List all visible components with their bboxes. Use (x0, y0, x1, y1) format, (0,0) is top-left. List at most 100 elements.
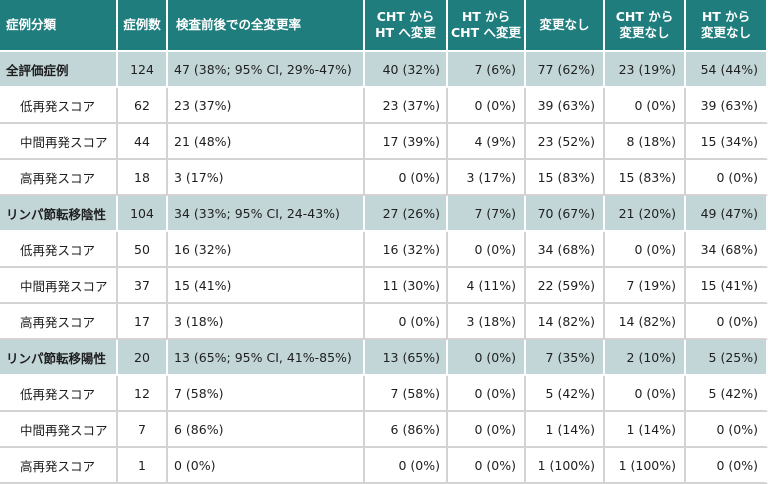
cell-case-count: 17 (118, 304, 168, 340)
cell-category: 低再発スコア (0, 232, 118, 268)
header-ht-to-cht: HT から CHT へ変更 (448, 0, 526, 52)
cell-cht-to-ht: 40 (32%) (365, 52, 448, 88)
header-cht-no-change: CHT から 変更なし (605, 0, 686, 52)
cell-cht-no-change: 1 (14%) (605, 412, 686, 448)
cell-cht-to-ht: 7 (58%) (365, 376, 448, 412)
table-row: 低再発スコア 12 7 (58%) 7 (58%) 0 (0%) 5 (42%) 0 (0%… (0, 376, 768, 412)
cell-case-count: 1 (118, 448, 168, 484)
cell-cht-no-change: 1 (100%) (605, 448, 686, 484)
cell-case-count: 37 (118, 268, 168, 304)
cell-cht-to-ht: 11 (30%) (365, 268, 448, 304)
cell-cht-to-ht: 27 (26%) (365, 196, 448, 232)
table-group-row: リンパ節転移陽性 20 13 (65%; 95% CI, 41%-85%) 13 (6… (0, 340, 768, 376)
cell-no-change: 70 (67%) (526, 196, 605, 232)
cell-cht-to-ht: 23 (37%) (365, 88, 448, 124)
cell-ht-no-change: 15 (41%) (686, 268, 768, 304)
cell-ht-to-cht: 7 (6%) (448, 52, 526, 88)
cell-no-change: 1 (100%) (526, 448, 605, 484)
table-group-row: 全評価症例 124 47 (38%; 95% CI, 29%-47%) 40 (32%… (0, 52, 768, 88)
cell-total-change-rate: 16 (32%) (168, 232, 365, 268)
cell-case-count: 124 (118, 52, 168, 88)
cell-cht-no-change: 15 (83%) (605, 160, 686, 196)
cell-no-change: 23 (52%) (526, 124, 605, 160)
cell-cht-to-ht: 13 (65%) (365, 340, 448, 376)
cell-ht-to-cht: 0 (0%) (448, 448, 526, 484)
cell-cht-to-ht: 6 (86%) (365, 412, 448, 448)
cell-category: 低再発スコア (0, 376, 118, 412)
cell-ht-no-change: 0 (0%) (686, 448, 768, 484)
table-row: 高再発スコア 17 3 (18%) 0 (0%) 3 (18%) 14 (82%) 14 (… (0, 304, 768, 340)
cell-cht-to-ht: 0 (0%) (365, 448, 448, 484)
header-row: 症例分類 症例数 検査前後での全変更率 CHT から HT へ変更 HT から CH… (0, 0, 768, 52)
cell-category: リンパ節転移陰性 (0, 196, 118, 232)
cell-cht-no-change: 2 (10%) (605, 340, 686, 376)
cell-no-change: 14 (82%) (526, 304, 605, 340)
cell-category: 高再発スコア (0, 160, 118, 196)
cell-ht-no-change: 5 (25%) (686, 340, 768, 376)
cell-total-change-rate: 13 (65%; 95% CI, 41%-85%) (168, 340, 365, 376)
cell-category: 低再発スコア (0, 88, 118, 124)
cell-case-count: 18 (118, 160, 168, 196)
cell-total-change-rate: 7 (58%) (168, 376, 365, 412)
table-row: 低再発スコア 62 23 (37%) 23 (37%) 0 (0%) 39 (63%) 0 … (0, 88, 768, 124)
header-total-change-rate: 検査前後での全変更率 (168, 0, 365, 52)
cell-ht-no-change: 39 (63%) (686, 88, 768, 124)
cell-cht-no-change: 21 (20%) (605, 196, 686, 232)
table-row: 高再発スコア 18 3 (17%) 0 (0%) 3 (17%) 15 (83%) 15 (… (0, 160, 768, 196)
cell-total-change-rate: 0 (0%) (168, 448, 365, 484)
cell-no-change: 7 (35%) (526, 340, 605, 376)
cell-ht-no-change: 49 (47%) (686, 196, 768, 232)
cell-category: 高再発スコア (0, 304, 118, 340)
cell-cht-no-change: 14 (82%) (605, 304, 686, 340)
cell-cht-no-change: 0 (0%) (605, 232, 686, 268)
header-category: 症例分類 (0, 0, 118, 52)
cell-no-change: 77 (62%) (526, 52, 605, 88)
header-cht-to-ht: CHT から HT へ変更 (365, 0, 448, 52)
cell-total-change-rate: 15 (41%) (168, 268, 365, 304)
cell-total-change-rate: 6 (86%) (168, 412, 365, 448)
cell-category: 高再発スコア (0, 448, 118, 484)
header-ht-no-change: HT から 変更なし (686, 0, 768, 52)
cell-ht-to-cht: 0 (0%) (448, 376, 526, 412)
cell-ht-to-cht: 0 (0%) (448, 340, 526, 376)
table-row: 中間再発スコア 37 15 (41%) 11 (30%) 4 (11%) 22 (59%)… (0, 268, 768, 304)
cell-case-count: 62 (118, 88, 168, 124)
cell-ht-to-cht: 3 (18%) (448, 304, 526, 340)
table-row: 高再発スコア 1 0 (0%) 0 (0%) 0 (0%) 1 (100%) 1 (100%… (0, 448, 768, 484)
cell-category: 中間再発スコア (0, 412, 118, 448)
cell-ht-no-change: 0 (0%) (686, 160, 768, 196)
cell-category: 中間再発スコア (0, 268, 118, 304)
cell-category: 全評価症例 (0, 52, 118, 88)
table-row: 中間再発スコア 7 6 (86%) 6 (86%) 0 (0%) 1 (14%) 1 (14… (0, 412, 768, 448)
cell-cht-to-ht: 17 (39%) (365, 124, 448, 160)
cell-total-change-rate: 23 (37%) (168, 88, 365, 124)
cell-cht-to-ht: 16 (32%) (365, 232, 448, 268)
cell-category: 中間再発スコア (0, 124, 118, 160)
table-body: 全評価症例 124 47 (38%; 95% CI, 29%-47%) 40 (32%… (0, 52, 768, 484)
cell-ht-to-cht: 3 (17%) (448, 160, 526, 196)
cell-ht-no-change: 54 (44%) (686, 52, 768, 88)
cell-ht-to-cht: 0 (0%) (448, 232, 526, 268)
cell-no-change: 15 (83%) (526, 160, 605, 196)
cell-no-change: 22 (59%) (526, 268, 605, 304)
cell-cht-no-change: 7 (19%) (605, 268, 686, 304)
cell-cht-to-ht: 0 (0%) (365, 160, 448, 196)
cell-ht-no-change: 0 (0%) (686, 304, 768, 340)
cell-ht-no-change: 15 (34%) (686, 124, 768, 160)
cell-no-change: 34 (68%) (526, 232, 605, 268)
cell-case-count: 104 (118, 196, 168, 232)
cell-ht-to-cht: 4 (11%) (448, 268, 526, 304)
cell-case-count: 7 (118, 412, 168, 448)
cell-case-count: 20 (118, 340, 168, 376)
cell-ht-to-cht: 0 (0%) (448, 412, 526, 448)
header-no-change: 変更なし (526, 0, 605, 52)
cell-case-count: 44 (118, 124, 168, 160)
cell-no-change: 39 (63%) (526, 88, 605, 124)
cell-ht-no-change: 34 (68%) (686, 232, 768, 268)
cell-cht-no-change: 23 (19%) (605, 52, 686, 88)
cell-cht-no-change: 8 (18%) (605, 124, 686, 160)
cell-cht-no-change: 0 (0%) (605, 88, 686, 124)
cell-cht-no-change: 0 (0%) (605, 376, 686, 412)
cell-case-count: 50 (118, 232, 168, 268)
